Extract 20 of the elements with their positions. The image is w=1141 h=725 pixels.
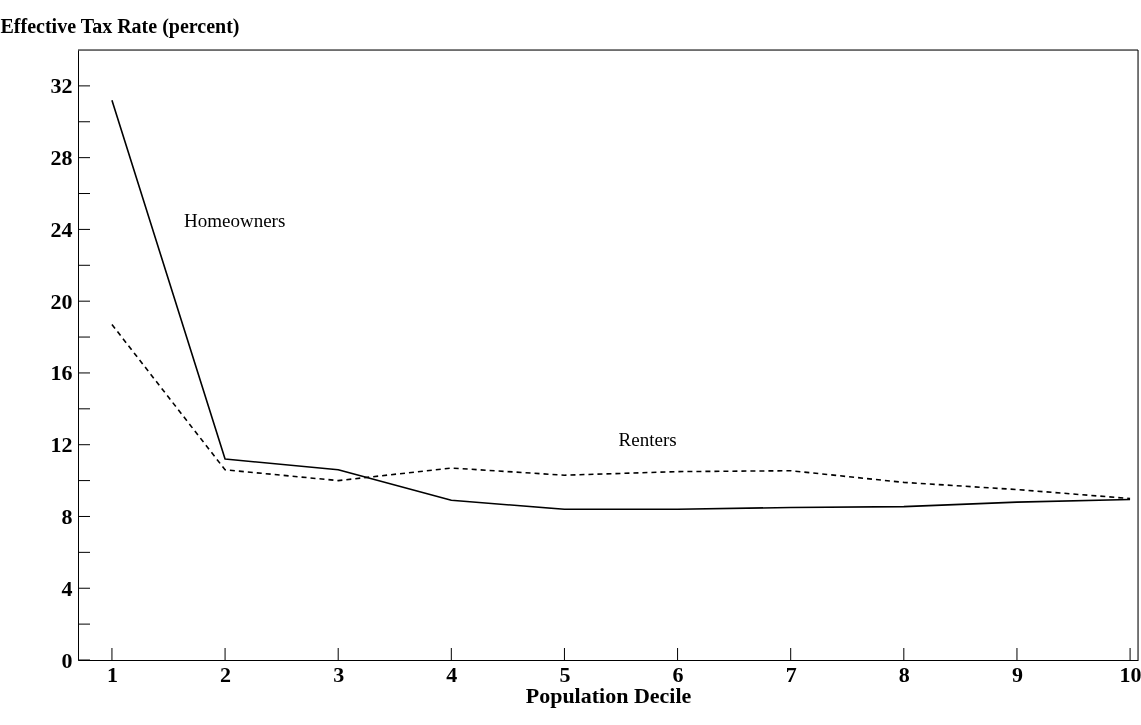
y-tick-label: 16 [50, 360, 73, 386]
x-tick-label: 7 [785, 661, 797, 687]
y-axis-title: Effective Tax Rate (percent) [0, 14, 240, 38]
x-tick-label: 3 [333, 661, 345, 687]
y-tick-label: 0 [61, 647, 73, 673]
y-tick-label: 24 [50, 216, 73, 242]
y-tick-label: 20 [50, 288, 73, 314]
x-tick-label: 9 [1011, 661, 1023, 687]
y-tick-label: 12 [50, 432, 73, 458]
x-tick-label: 4 [446, 661, 458, 687]
y-tick-label: 4 [61, 575, 73, 601]
y-tick-label: 32 [50, 73, 73, 99]
series-label: Renters [618, 429, 677, 451]
x-tick-label: 10 [1119, 661, 1141, 687]
x-tick-label: 1 [106, 661, 118, 687]
x-tick-label: 8 [898, 661, 910, 687]
y-tick-label: 8 [61, 503, 73, 529]
y-tick-label: 28 [50, 145, 73, 171]
x-tick-label: 2 [220, 661, 232, 687]
series-label: Homeowners [184, 209, 286, 231]
